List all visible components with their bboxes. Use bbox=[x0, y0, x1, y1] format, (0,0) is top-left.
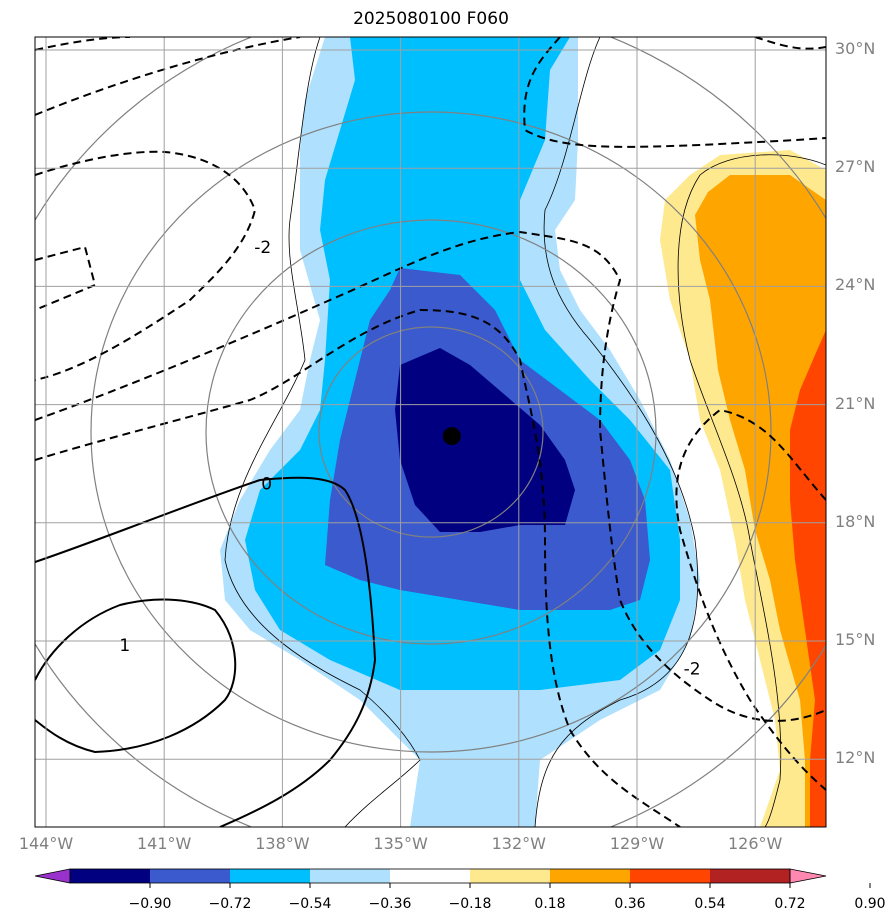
contour-label: -2 bbox=[684, 660, 701, 680]
colorbar-min-arrow bbox=[34, 868, 71, 884]
colorbar-tick-label: 0.18 bbox=[534, 896, 566, 912]
lat-tick-label: 12°N bbox=[835, 748, 876, 768]
thin-contours bbox=[224, 37, 826, 827]
colorbar-tick-label: −0.72 bbox=[208, 896, 252, 912]
colorbar-segment bbox=[390, 869, 471, 883]
colorbar-segment bbox=[630, 869, 711, 883]
lat-tick-label: 15°N bbox=[835, 630, 876, 649]
colorbar-segment bbox=[470, 869, 551, 883]
lat-tick-label: 30°N bbox=[835, 39, 876, 58]
lat-tick-label: 21°N bbox=[835, 393, 876, 413]
colorbar-segment bbox=[150, 869, 231, 883]
plot-title: 2025080100 F060 bbox=[353, 9, 509, 29]
colorbar-segment bbox=[550, 869, 631, 883]
storm-center-marker bbox=[442, 427, 461, 446]
lon-tick-label: 132°W bbox=[491, 834, 546, 853]
colorbar bbox=[34, 868, 871, 888]
lon-tick-label: 141°W bbox=[137, 834, 192, 853]
lon-tick-label: 126°W bbox=[728, 834, 783, 853]
colorbar-tick-label: −0.54 bbox=[288, 896, 332, 912]
distance-rings bbox=[35, 37, 826, 827]
lat-lon-grid bbox=[35, 37, 826, 827]
lat-tick-label: 27°N bbox=[835, 157, 876, 177]
colorbar-tick-label: 0.36 bbox=[614, 896, 646, 912]
lon-tick-label: 135°W bbox=[373, 834, 428, 853]
plot-frame bbox=[34, 36, 827, 828]
contour-label: 1 bbox=[119, 636, 130, 656]
lat-tick-label: 18°N bbox=[835, 511, 876, 531]
colorbar-segment bbox=[70, 869, 151, 883]
shaded-field bbox=[220, 37, 826, 827]
lon-tick-label: 129°W bbox=[609, 834, 665, 853]
colorbar-tick-label: 0.54 bbox=[694, 896, 726, 912]
colorbar-tick-label: −0.36 bbox=[368, 896, 412, 912]
solid-contours bbox=[35, 476, 377, 827]
colorbar-tick-label: −0.18 bbox=[448, 896, 492, 912]
lat-tick-label: 24°N bbox=[835, 275, 876, 295]
colorbar-segment bbox=[310, 869, 391, 883]
colorbar-segment bbox=[710, 869, 791, 883]
lon-tick-label: 138°W bbox=[255, 834, 310, 853]
colorbar-tick-label: 0.72 bbox=[774, 896, 806, 912]
dashed-contours bbox=[35, 37, 826, 827]
contour-labels: -2 0 1 -2 bbox=[119, 238, 701, 680]
colorbar-max-arrow bbox=[789, 868, 827, 884]
contour-label: 0 bbox=[261, 474, 272, 494]
lon-tick-label: 144°W bbox=[18, 834, 74, 853]
colorbar-tick-label: −0.90 bbox=[128, 896, 172, 912]
colorbar-tick-label: 0.90 bbox=[854, 896, 886, 912]
colorbar-segment bbox=[230, 869, 311, 883]
contour-label: -2 bbox=[254, 238, 271, 258]
